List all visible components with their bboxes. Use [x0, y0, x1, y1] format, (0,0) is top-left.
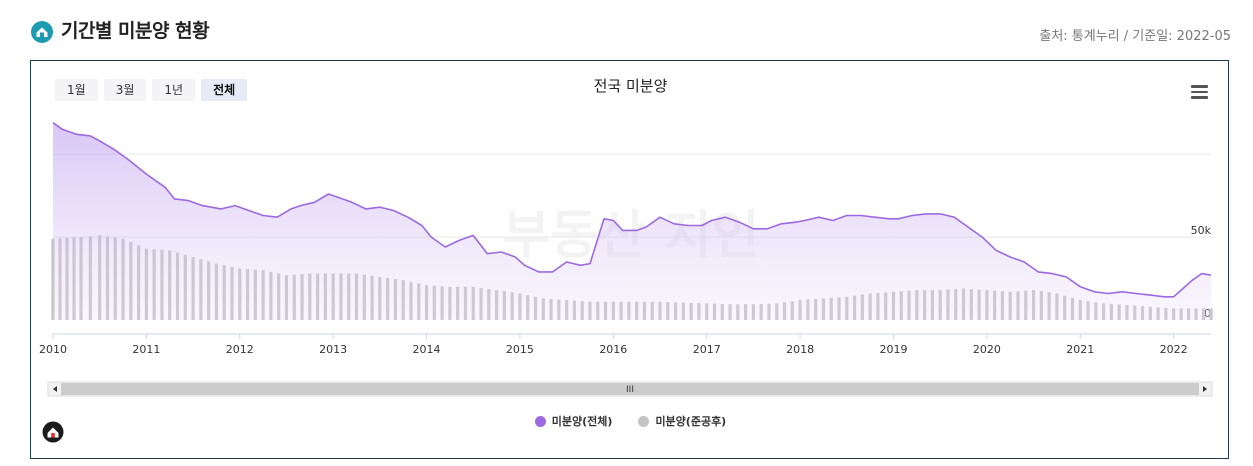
range-button-1m[interactable]: 1월 [55, 79, 98, 101]
x-tick-label: 2016 [599, 343, 627, 356]
range-button-1y[interactable]: 1년 [152, 79, 196, 101]
x-tick-label: 2019 [879, 343, 907, 356]
home-logo-icon [31, 21, 53, 43]
legend-label-completed: 미분양(준공후) [655, 415, 727, 428]
hamburger-menu-icon[interactable] [1191, 85, 1208, 99]
x-tick-label: 2022 [1160, 343, 1188, 356]
y-tick-label: 50k [1191, 224, 1212, 237]
legend-item-total[interactable]: 미분양(전체) [534, 413, 613, 429]
chart-panel: 부동산 지인 050k 2010201120122013201420152016… [30, 60, 1229, 459]
x-tick-label: 2020 [973, 343, 1001, 356]
chart-canvas: 부동산 지인 050k 2010201120122013201420152016… [39, 122, 1213, 397]
x-tick-label: 2017 [693, 343, 721, 356]
chart-title: 전국 미분양 [593, 77, 668, 95]
range-button-all[interactable]: 전체 [201, 79, 248, 101]
x-tick-label: 2011 [132, 343, 160, 356]
chart-legend: 미분양(전체) 미분양(준공후) [31, 413, 1230, 429]
x-tick-label: 2010 [39, 343, 67, 356]
legend-dot-total [534, 415, 546, 427]
range-selector: 1월 3월 1년 전체 [55, 79, 248, 101]
page-header: 기간별 미분양 현황 출처: 통계누리 / 기준일: 2022-05 [0, 0, 1253, 60]
legend-item-completed[interactable]: 미분양(준공후) [638, 413, 726, 429]
legend-dot-completed [638, 415, 650, 427]
scroll-left-arrow-icon[interactable] [53, 386, 57, 392]
source-text: 출처: 통계누리 / 기준일: 2022-05 [1039, 29, 1231, 44]
page-title: 기간별 미분양 현황 [61, 20, 210, 42]
range-button-3m[interactable]: 3월 [103, 79, 147, 101]
navigator-scrollbar-thumb[interactable] [61, 383, 1199, 395]
navigator-handle-label: III [626, 385, 634, 395]
total-series-line [52, 122, 1212, 298]
x-tick-label: 2021 [1066, 343, 1094, 356]
total-area-fill [53, 122, 1211, 320]
x-tick-label: 2014 [413, 343, 441, 356]
x-tick-label: 2013 [319, 343, 347, 356]
x-tick-label: 2012 [226, 343, 254, 356]
x-tick-label: 2018 [786, 343, 814, 356]
scroll-right-arrow-icon[interactable] [1203, 386, 1207, 392]
legend-label-total: 미분양(전체) [551, 415, 613, 428]
x-tick-label: 2015 [506, 343, 534, 356]
brand-logo-icon [42, 421, 64, 443]
